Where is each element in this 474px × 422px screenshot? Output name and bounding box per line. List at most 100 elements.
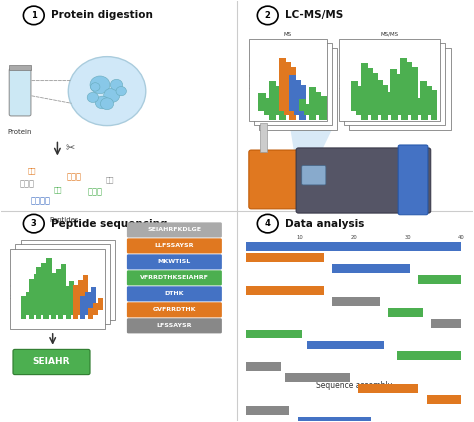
FancyBboxPatch shape [246, 286, 324, 295]
FancyBboxPatch shape [127, 302, 222, 317]
FancyBboxPatch shape [246, 362, 281, 371]
FancyBboxPatch shape [388, 308, 423, 316]
Bar [279, 90, 286, 120]
Circle shape [95, 96, 109, 109]
Bar [420, 81, 427, 111]
Bar [258, 93, 265, 111]
Bar [88, 308, 93, 319]
Bar [361, 63, 368, 111]
FancyBboxPatch shape [249, 38, 327, 121]
FancyBboxPatch shape [259, 48, 337, 130]
Polygon shape [289, 121, 336, 150]
Text: m/z: m/z [396, 124, 404, 129]
Text: Intensity: Intensity [16, 275, 20, 293]
Bar [69, 281, 73, 310]
Bar [371, 75, 377, 111]
FancyBboxPatch shape [431, 319, 462, 327]
Bar [56, 268, 61, 314]
Bar [54, 276, 59, 310]
FancyBboxPatch shape [296, 148, 431, 213]
Text: MS: MS [284, 32, 292, 37]
Bar [391, 69, 397, 111]
Bar [46, 258, 52, 310]
FancyBboxPatch shape [246, 253, 324, 262]
FancyBboxPatch shape [427, 395, 462, 404]
Bar [406, 62, 412, 115]
Bar [289, 67, 296, 120]
Bar [430, 90, 438, 120]
Text: m/z: m/z [294, 124, 302, 129]
Text: Intensity: Intensity [260, 80, 264, 98]
Bar [415, 97, 422, 115]
Bar [27, 292, 32, 314]
FancyBboxPatch shape [332, 264, 410, 273]
FancyBboxPatch shape [344, 43, 446, 125]
Bar [425, 86, 432, 115]
Bar [351, 81, 358, 111]
Circle shape [100, 98, 114, 110]
Circle shape [116, 87, 127, 96]
FancyBboxPatch shape [127, 286, 222, 301]
Text: Intensity: Intensity [339, 70, 344, 89]
Text: Intensity: Intensity [345, 75, 349, 93]
Text: m/z: m/z [391, 120, 399, 124]
Bar [420, 102, 428, 120]
Bar [39, 270, 44, 310]
Bar [274, 86, 281, 115]
Bar [85, 292, 91, 314]
Text: 10: 10 [297, 235, 303, 240]
Bar [83, 276, 89, 310]
Text: 〜〜〜: 〜〜〜 [88, 187, 103, 197]
FancyBboxPatch shape [246, 242, 462, 251]
Text: Intensity: Intensity [250, 70, 254, 89]
Circle shape [90, 76, 110, 94]
FancyBboxPatch shape [398, 145, 428, 215]
Text: SEIAHRFKDLGE: SEIAHRFKDLGE [147, 227, 201, 233]
Text: Intensity: Intensity [21, 271, 26, 289]
FancyBboxPatch shape [127, 238, 222, 254]
Circle shape [87, 92, 99, 103]
Circle shape [110, 79, 123, 90]
Text: LLFSSAYSR: LLFSSAYSR [155, 243, 194, 249]
Text: MKWVTFISLLLLFSSAYSRGVFRRDTHKSEIAHRFKDLGI: MKWVTFISLLLLFSSAYSRGVFRRDTHKSEIAHRFKDLGI [246, 246, 376, 251]
Bar [32, 287, 37, 310]
Bar [386, 92, 392, 115]
FancyBboxPatch shape [127, 254, 222, 270]
Bar [279, 57, 286, 111]
Bar [401, 78, 408, 120]
Text: 3: 3 [31, 219, 36, 228]
Bar [65, 302, 71, 319]
Text: Protein digestion: Protein digestion [51, 11, 153, 20]
Bar [401, 57, 407, 111]
Text: m/z: m/z [59, 319, 66, 323]
FancyBboxPatch shape [338, 38, 440, 121]
Text: 40: 40 [458, 235, 465, 240]
Bar [410, 67, 418, 120]
Bar [410, 93, 417, 111]
Text: 〜〜〜: 〜〜〜 [66, 173, 82, 182]
Bar [289, 75, 296, 111]
Text: 1: 1 [31, 11, 36, 20]
Bar [98, 298, 103, 310]
Bar [299, 84, 306, 120]
Bar [304, 103, 311, 115]
Text: GVFRRDTHK: GVFRRDTHK [153, 307, 196, 312]
FancyBboxPatch shape [127, 222, 222, 238]
FancyBboxPatch shape [127, 271, 222, 285]
FancyBboxPatch shape [15, 244, 110, 324]
Bar [356, 86, 363, 115]
Bar [391, 96, 398, 120]
Text: LC-MS/MS: LC-MS/MS [285, 11, 344, 20]
Bar [314, 92, 321, 115]
Text: 〜〜: 〜〜 [53, 187, 62, 193]
Text: m/z: m/z [64, 314, 72, 318]
Text: 20: 20 [351, 235, 357, 240]
Text: Protein: Protein [8, 129, 32, 135]
Bar [28, 279, 34, 319]
Text: m/z: m/z [284, 115, 292, 119]
FancyBboxPatch shape [13, 349, 90, 375]
Bar [381, 87, 387, 111]
Text: DTHK: DTHK [164, 291, 184, 296]
Bar [34, 274, 39, 314]
FancyBboxPatch shape [349, 48, 451, 130]
